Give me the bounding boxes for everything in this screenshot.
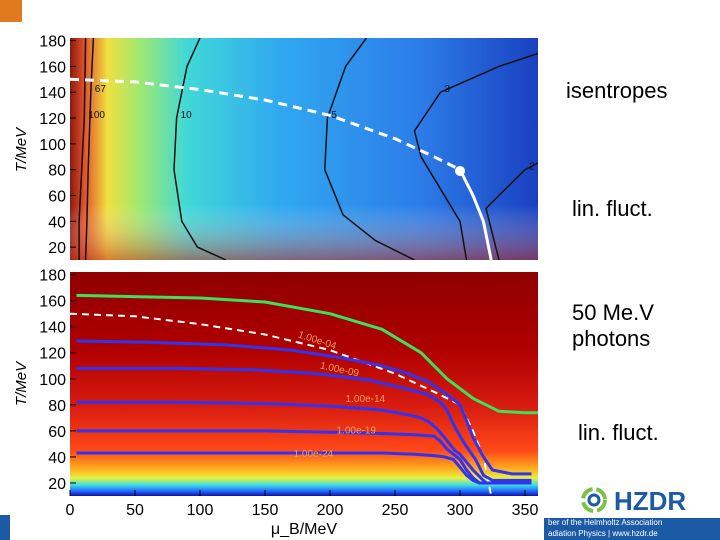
isentrope-3 <box>413 52 538 260</box>
bottom-ytick-label: 180 <box>39 268 66 285</box>
isentrope-67 <box>84 38 95 260</box>
isentrope-10 <box>173 38 227 260</box>
line-label: 1.00e-19 <box>337 425 377 436</box>
footer-bar: ber of the Helmholtz Association adiatio… <box>544 518 720 540</box>
bottom-ytick-label: 80 <box>48 398 66 415</box>
top-plot: 100 67 10 5 3 2 20 40 60 80 100 120 140 160 180 T/MeV <box>13 34 538 260</box>
hzdr-logo: HZDR <box>581 486 686 516</box>
line-1.00e-09 <box>76 366 532 482</box>
bottom-xlabel: μ_B/MeV <box>271 521 337 538</box>
bottom-plot: 1.00e-041.00e-091.00e-141.00e-191.00e-24… <box>13 268 538 538</box>
line-1.00e-14 <box>76 400 532 485</box>
bottom-ytick-label: 40 <box>48 450 66 467</box>
line-label: 1.00e-24 <box>294 449 334 460</box>
isentrope-label: 10 <box>181 110 193 121</box>
top-ytick-label: 20 <box>48 240 66 257</box>
top-ytick-label: 40 <box>48 214 66 231</box>
bottom-ytick-label: 140 <box>39 320 66 337</box>
isentrope-5 <box>324 38 415 260</box>
label-lin-fluct-bottom: lin. fluct. <box>578 420 659 445</box>
bottom-ytick-label: 20 <box>48 476 66 493</box>
bottom-ytick-label: 60 <box>48 424 66 441</box>
institute-logo-square <box>0 0 22 22</box>
label-50mev-photons: 50 Me.V photons <box>572 300 692 352</box>
top-ytick-label: 140 <box>39 85 66 102</box>
bottom-ytick-label: 160 <box>39 294 66 311</box>
bottom-xtick-label: 350 <box>512 502 539 519</box>
bottom-ytick-label: 120 <box>39 346 66 363</box>
line-1.00e-24 <box>76 451 532 485</box>
top-ytick-label: 100 <box>39 137 66 154</box>
isentrope-label: 100 <box>88 110 105 121</box>
top-phase-boundary-dashed <box>70 77 461 172</box>
top-ytick-label: 120 <box>39 111 66 128</box>
isentrope-label: 5 <box>331 110 337 121</box>
bottom-xtick-label: 250 <box>382 502 409 519</box>
line-label: 1.00e-14 <box>346 394 386 405</box>
top-ylabel: T/MeV <box>13 126 30 172</box>
label-photons-line2: photons <box>572 326 651 351</box>
bottom-xtick-label: 300 <box>447 502 474 519</box>
bottom-xtick-label: 100 <box>187 502 214 519</box>
top-phase-boundary-solid <box>458 169 493 260</box>
isentrope-2 <box>485 162 538 260</box>
top-ytick-label: 160 <box>39 59 66 76</box>
bottom-ylabel: T/MeV <box>13 360 30 406</box>
top-ytick-label: 60 <box>48 188 66 205</box>
top-ytick-label: 180 <box>39 34 66 51</box>
label-lin-fluct-top: lin. fluct. <box>572 196 653 221</box>
isentrope-label: 3 <box>445 84 451 95</box>
bottom-ytick-label: 100 <box>39 372 66 389</box>
bottom-xtick-label: 50 <box>126 502 144 519</box>
label-photons-line1: 50 Me.V <box>572 300 654 325</box>
top-plot-shade <box>70 38 538 260</box>
bottom-phase-boundary <box>70 312 493 496</box>
bottom-left-bar <box>0 515 10 540</box>
bottom-xtick-label: 200 <box>317 502 344 519</box>
isentrope-label: 2 <box>529 162 535 173</box>
footer-line1: ber of the Helmholtz Association <box>548 518 663 527</box>
bottom-xtick-label: 150 <box>252 502 279 519</box>
line-1.00e-04 <box>76 339 532 476</box>
footer-line2: adiation Physics | www.hzdr.de <box>548 529 658 538</box>
critical-point <box>455 165 465 176</box>
bottom-xtick-label: 0 <box>66 502 75 519</box>
isentrope-100 <box>78 38 87 260</box>
hzdr-logo-text: HZDR <box>614 486 686 516</box>
top-ytick-label: 80 <box>48 163 66 180</box>
line-green <box>76 293 538 415</box>
label-isentropes: isentropes <box>566 78 668 103</box>
isentrope-label: 67 <box>95 84 107 95</box>
